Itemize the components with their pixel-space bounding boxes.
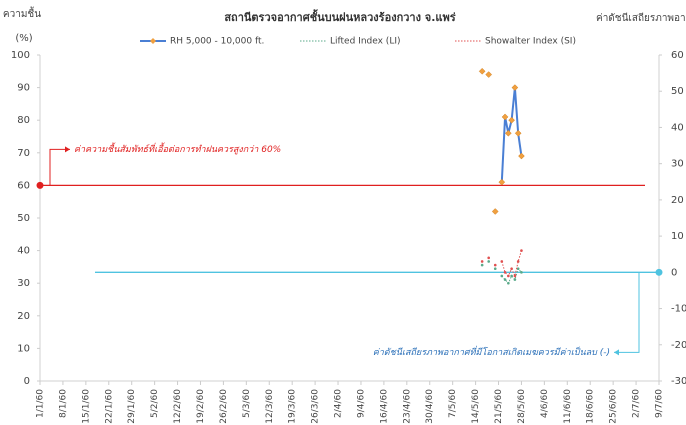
x-tick-label: 18/6/60 [586, 389, 596, 424]
x-tick-label: 4/6/60 [540, 389, 550, 418]
y-tick-label: 40 [17, 246, 30, 257]
y-tick-label: 100 [11, 50, 30, 61]
marker [504, 129, 512, 137]
marker [487, 260, 490, 263]
x-tick-label: 11/6/60 [563, 389, 573, 424]
y2-tick-label: 60 [671, 50, 684, 61]
x-tick-label: 22/1/60 [104, 389, 114, 424]
legend-marker [150, 38, 156, 44]
x-tick-label: 30/4/60 [425, 389, 435, 424]
marker [498, 178, 506, 186]
marker [510, 267, 513, 271]
marker [478, 67, 486, 75]
x-tick-label: 12/2/60 [173, 389, 183, 424]
x-tick-label: 2/7/60 [632, 389, 642, 418]
annotation: ค่าความชื้นสัมพัทธ์ที่เอื้อต่อการทำฝนควร… [74, 142, 281, 155]
y2-tick-label: 10 [671, 231, 684, 242]
marker [508, 116, 515, 124]
marker [510, 274, 513, 278]
y-label: (%) [15, 33, 32, 44]
x-tick-label: 7/5/60 [448, 389, 458, 418]
y-tick-label: 60 [17, 180, 30, 191]
x-tick-label: 16/4/60 [379, 389, 389, 424]
y2-tick-label: 50 [671, 86, 684, 97]
x-tick-label: 14/5/60 [471, 389, 481, 424]
y-tick-label: 80 [17, 115, 30, 126]
x-tick-label: 12/3/60 [265, 389, 275, 424]
x-tick-label: 5/2/60 [150, 389, 160, 418]
y-tick-label: 30 [17, 278, 30, 289]
marker [487, 256, 490, 260]
x-tick-label: 25/6/60 [609, 389, 619, 424]
marker [513, 274, 517, 278]
x-tick-label: 8/1/60 [58, 389, 68, 418]
connector [49, 148, 70, 186]
x-tick-label: 9/4/60 [356, 389, 366, 418]
y2-tick-label: -10 [671, 304, 686, 315]
chart-title: สถานีตรวจอากาศชั้นบนฝนหลวงร้องกวาง จ.แพร… [224, 9, 455, 24]
y2-tick-label: 30 [671, 159, 684, 170]
marker [507, 274, 510, 278]
marker [518, 152, 525, 160]
x-tick-label: 2/4/60 [334, 389, 344, 418]
x-tick-label: 28/5/60 [517, 389, 527, 424]
marker [503, 271, 507, 274]
marker [520, 249, 523, 252]
x-tick-label: 29/1/60 [127, 389, 137, 424]
y2-tick-label: 0 [671, 267, 677, 278]
x-tick-label: 26/3/60 [311, 389, 321, 424]
arrow [65, 146, 70, 153]
y-tick-label: 90 [17, 83, 30, 94]
x-tick-label: 26/2/60 [219, 389, 229, 424]
y-tick-label: 70 [17, 148, 30, 159]
y-tick-label: 20 [17, 311, 30, 322]
x-tick-label: 5/3/60 [242, 389, 252, 418]
x-tick-label: 9/7/60 [655, 389, 665, 418]
y-tick-label: 50 [17, 213, 30, 224]
x-tick-label: 15/1/60 [81, 389, 91, 424]
threshold-dot [36, 181, 44, 189]
threshold-dot [655, 268, 663, 276]
legend-label: Showalter Index (SI) [485, 37, 576, 47]
connector [614, 272, 640, 353]
marker [500, 274, 504, 278]
marker [485, 71, 493, 78]
marker [507, 281, 510, 285]
marker [491, 208, 499, 215]
marker [516, 267, 520, 271]
marker [480, 260, 484, 263]
arrow [614, 349, 619, 356]
y2-tick-label: 40 [671, 122, 684, 133]
y2-tick-label: 20 [671, 195, 684, 206]
marker [501, 113, 509, 121]
marker [514, 129, 522, 137]
y-label: ความชื้น [3, 6, 41, 20]
marker [516, 260, 520, 263]
marker [513, 278, 517, 281]
marker [500, 260, 504, 263]
marker [493, 263, 497, 267]
marker [480, 263, 484, 267]
x-tick-label: 19/3/60 [288, 389, 298, 424]
legend-label: Lifted Index (LI) [330, 37, 401, 47]
y-tick-label: 10 [17, 343, 30, 354]
legend-label: RH 5,000 - 10,000 ft. [170, 37, 264, 47]
x-tick-label: 23/4/60 [402, 389, 412, 424]
y-tick-label: 0 [24, 376, 30, 387]
annotation: ค่าดัชนีเสถียรภาพอากาศที่มีโอกาสเกิดเมฆค… [373, 345, 610, 358]
y2-tick-label: -20 [671, 340, 686, 351]
x-tick-label: 19/2/60 [196, 389, 206, 424]
y2-label: ค่าดัชนีเสถียรภาพอากาศ [596, 12, 686, 24]
marker [493, 267, 497, 271]
marker [511, 84, 519, 91]
marker [520, 271, 523, 274]
x-tick-label: 1/1/60 [36, 389, 46, 418]
marker [503, 278, 507, 281]
y2-tick-label: -30 [671, 376, 686, 387]
x-tick-label: 21/5/60 [494, 389, 504, 424]
